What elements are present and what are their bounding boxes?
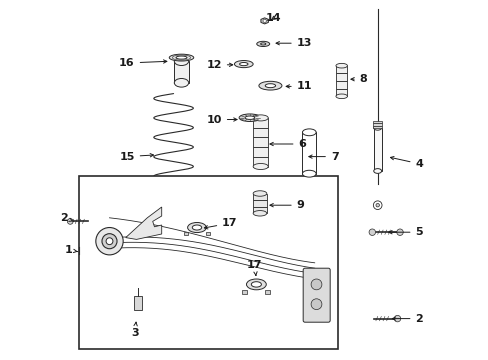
Text: 9: 9 — [269, 200, 304, 210]
Text: 3: 3 — [131, 322, 138, 338]
Bar — [372, 123, 381, 126]
Text: 10: 10 — [206, 114, 237, 125]
Bar — [335, 81, 347, 89]
Ellipse shape — [335, 94, 347, 99]
Ellipse shape — [239, 63, 247, 66]
Text: 2: 2 — [60, 213, 73, 223]
Ellipse shape — [253, 211, 266, 216]
Polygon shape — [125, 207, 162, 239]
Text: 15: 15 — [119, 152, 153, 162]
Ellipse shape — [302, 129, 316, 136]
Ellipse shape — [169, 54, 193, 61]
Text: 2: 2 — [391, 314, 423, 324]
Text: 12: 12 — [206, 60, 232, 70]
Ellipse shape — [187, 222, 206, 233]
Text: 8: 8 — [350, 74, 366, 84]
Circle shape — [393, 315, 400, 322]
Circle shape — [373, 201, 381, 210]
Bar — [242, 290, 247, 294]
Circle shape — [310, 279, 321, 290]
Circle shape — [396, 229, 403, 235]
Text: 11: 11 — [285, 81, 311, 91]
Ellipse shape — [253, 191, 266, 196]
Text: 6: 6 — [269, 139, 306, 149]
Circle shape — [263, 19, 266, 23]
Ellipse shape — [256, 41, 269, 46]
Circle shape — [368, 229, 375, 235]
Ellipse shape — [260, 43, 265, 45]
Text: 14: 14 — [265, 13, 281, 23]
Ellipse shape — [264, 84, 275, 87]
Circle shape — [375, 203, 379, 207]
Ellipse shape — [251, 282, 261, 287]
Ellipse shape — [174, 78, 188, 87]
Text: 1: 1 — [64, 245, 78, 255]
Ellipse shape — [192, 225, 201, 230]
Bar — [253, 157, 268, 166]
Circle shape — [310, 299, 321, 310]
Bar — [253, 147, 268, 157]
Circle shape — [67, 219, 73, 224]
Bar — [265, 290, 270, 294]
Bar — [174, 61, 188, 83]
Bar — [253, 127, 268, 137]
FancyBboxPatch shape — [303, 268, 329, 322]
Ellipse shape — [174, 57, 188, 66]
Ellipse shape — [253, 163, 268, 170]
Text: 16: 16 — [119, 58, 166, 68]
Ellipse shape — [176, 56, 186, 59]
Ellipse shape — [244, 116, 254, 120]
Circle shape — [106, 238, 113, 245]
Bar — [335, 89, 347, 96]
Ellipse shape — [302, 170, 316, 177]
Circle shape — [96, 228, 123, 255]
Bar — [373, 128, 381, 171]
Ellipse shape — [239, 114, 260, 121]
Ellipse shape — [246, 279, 266, 290]
Text: 13: 13 — [276, 38, 311, 48]
Bar — [79, 176, 337, 349]
Ellipse shape — [258, 81, 282, 90]
Text: 7: 7 — [308, 152, 338, 162]
Bar — [253, 200, 266, 207]
Bar — [253, 118, 268, 128]
Bar — [372, 126, 381, 128]
Text: 4: 4 — [390, 157, 423, 169]
Circle shape — [102, 234, 117, 249]
Text: 5: 5 — [388, 227, 422, 237]
Text: 17: 17 — [204, 218, 237, 229]
Bar — [133, 296, 142, 310]
Ellipse shape — [373, 125, 381, 130]
Bar — [302, 132, 316, 174]
Text: 17: 17 — [246, 260, 262, 275]
Ellipse shape — [335, 63, 347, 68]
Ellipse shape — [253, 115, 268, 121]
Polygon shape — [261, 18, 268, 24]
Bar — [335, 66, 347, 73]
Bar — [183, 232, 188, 235]
Ellipse shape — [373, 168, 381, 174]
Bar — [253, 194, 266, 200]
Bar — [335, 73, 347, 81]
Bar — [253, 207, 266, 213]
Bar — [205, 232, 209, 235]
Bar — [372, 121, 381, 123]
Ellipse shape — [234, 60, 253, 68]
Bar — [253, 137, 268, 147]
